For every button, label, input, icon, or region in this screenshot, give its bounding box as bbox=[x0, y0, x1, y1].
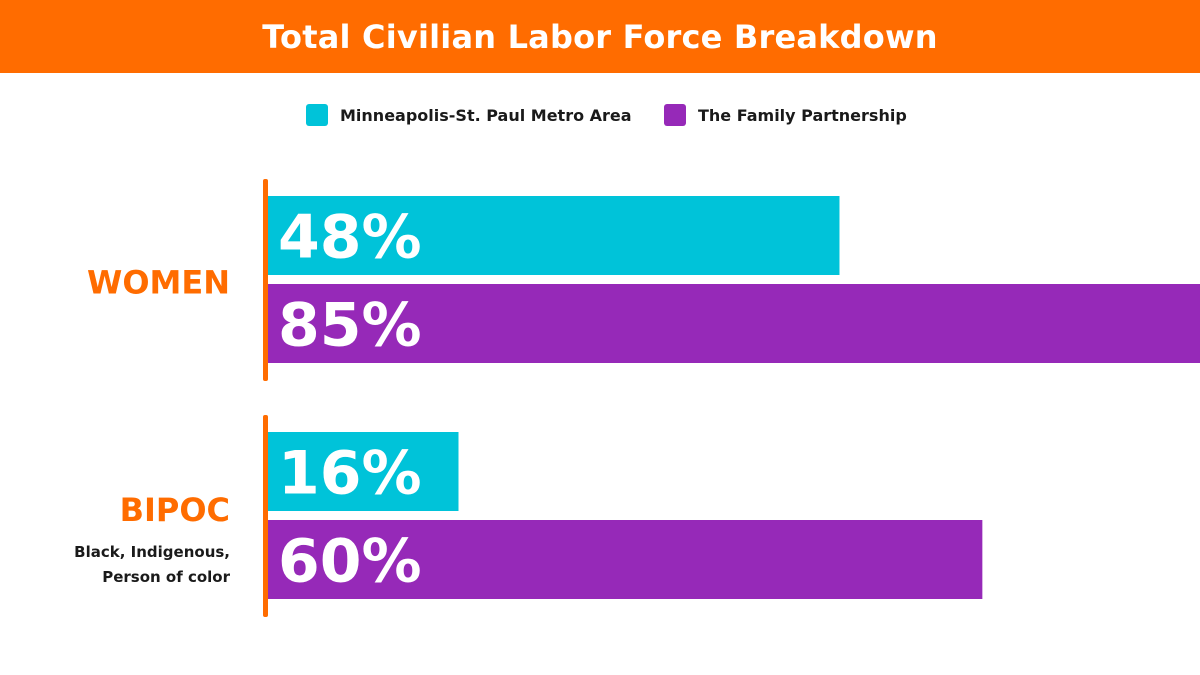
bar-value-label-women-family: 85% bbox=[278, 291, 422, 361]
category-label-bipoc: BIPOC bbox=[120, 491, 230, 529]
legend-label-family: The Family Partnership bbox=[698, 105, 907, 125]
legend-item-metro: Minneapolis-St. Paul Metro Area bbox=[306, 103, 632, 127]
legend: Minneapolis-St. Paul Metro Area The Fami… bbox=[0, 103, 1200, 127]
legend-swatch-family bbox=[664, 104, 686, 126]
bar-women-family bbox=[268, 284, 1200, 363]
bar-bipoc-metro bbox=[268, 432, 459, 511]
category-sublabel-bipoc-0: Black, Indigenous, bbox=[74, 543, 230, 561]
title-banner: Total Civilian Labor Force Breakdown bbox=[0, 0, 1200, 73]
chart-title: Total Civilian Labor Force Breakdown bbox=[262, 17, 938, 56]
bar-women-metro bbox=[268, 196, 840, 275]
axis-line-women bbox=[263, 179, 268, 381]
category-label-women: WOMEN bbox=[87, 264, 230, 302]
legend-item-family: The Family Partnership bbox=[664, 103, 907, 127]
bar-value-label-women-metro: 48% bbox=[278, 203, 422, 273]
category-sublabel-bipoc-1: Person of color bbox=[102, 568, 230, 586]
bar-value-label-bipoc-family: 60% bbox=[278, 527, 422, 597]
legend-label-metro: Minneapolis-St. Paul Metro Area bbox=[340, 105, 632, 125]
axis-line-bipoc bbox=[263, 415, 268, 617]
legend-swatch-metro bbox=[306, 104, 328, 126]
bar-value-label-bipoc-metro: 16% bbox=[278, 439, 422, 509]
bar-bipoc-family bbox=[268, 520, 983, 599]
